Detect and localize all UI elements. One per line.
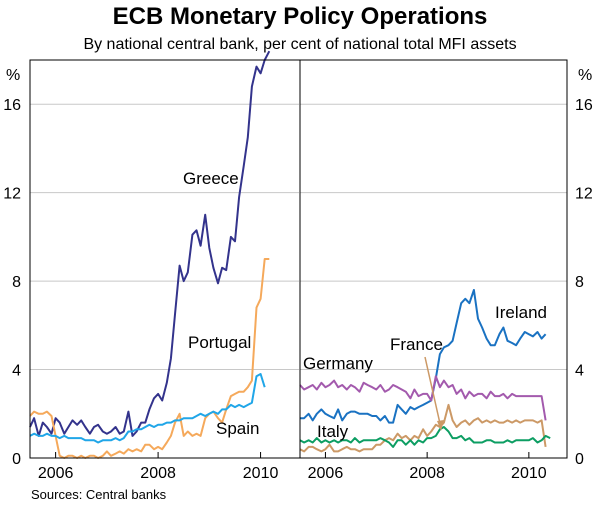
plot-frame xyxy=(29,59,568,459)
series-line-germany xyxy=(299,375,547,421)
series-line-ireland xyxy=(300,289,547,424)
y-tick-label-left-0: 0 xyxy=(12,451,21,468)
france-pointer xyxy=(424,356,442,429)
label-germany: Germany xyxy=(303,354,373,373)
label-spain: Spain xyxy=(216,419,259,438)
x-tick-label-right-2010: 2010 xyxy=(511,465,547,482)
series-line-portugal xyxy=(29,258,270,459)
y-tick-label-left-16: 16 xyxy=(3,97,21,114)
series-line-italy xyxy=(299,426,551,448)
chart-title: ECB Monetary Policy Operations xyxy=(112,3,488,30)
series-line-spain xyxy=(29,373,266,444)
y-tick-label-right-0: 0 xyxy=(575,451,584,468)
y-unit-right: % xyxy=(578,67,592,84)
label-france: France xyxy=(390,335,443,354)
y-unit-left: % xyxy=(6,67,20,84)
x-tick-label-right-2006: 2006 xyxy=(308,465,344,482)
source-note: Sources: Central banks xyxy=(31,487,167,502)
x-tick-label-left-2010: 2010 xyxy=(243,465,279,482)
y-tick-label-right-8: 8 xyxy=(575,274,584,291)
chart-subtitle: By national central bank, per cent of na… xyxy=(83,36,517,53)
x-tick-label-right-2008: 2008 xyxy=(409,465,445,482)
label-italy: Italy xyxy=(317,422,349,441)
y-tick-label-left-8: 8 xyxy=(12,274,21,291)
x-tick-label-left-2006: 2006 xyxy=(38,465,74,482)
y-tick-label-left-4: 4 xyxy=(12,363,21,380)
y-tick-label-right-4: 4 xyxy=(575,363,584,380)
label-greece: Greece xyxy=(183,169,239,188)
label-portugal: Portugal xyxy=(188,333,251,352)
series-line-greece xyxy=(29,50,271,437)
series-line-france xyxy=(299,403,547,453)
y-tick-label-right-12: 12 xyxy=(575,186,593,203)
y-tick-label-left-12: 12 xyxy=(3,186,21,203)
france-pointer-head xyxy=(437,420,444,431)
x-tick-label-left-2008: 2008 xyxy=(140,465,176,482)
y-tick-label-right-16: 16 xyxy=(575,97,593,114)
label-ireland: Ireland xyxy=(495,303,547,322)
